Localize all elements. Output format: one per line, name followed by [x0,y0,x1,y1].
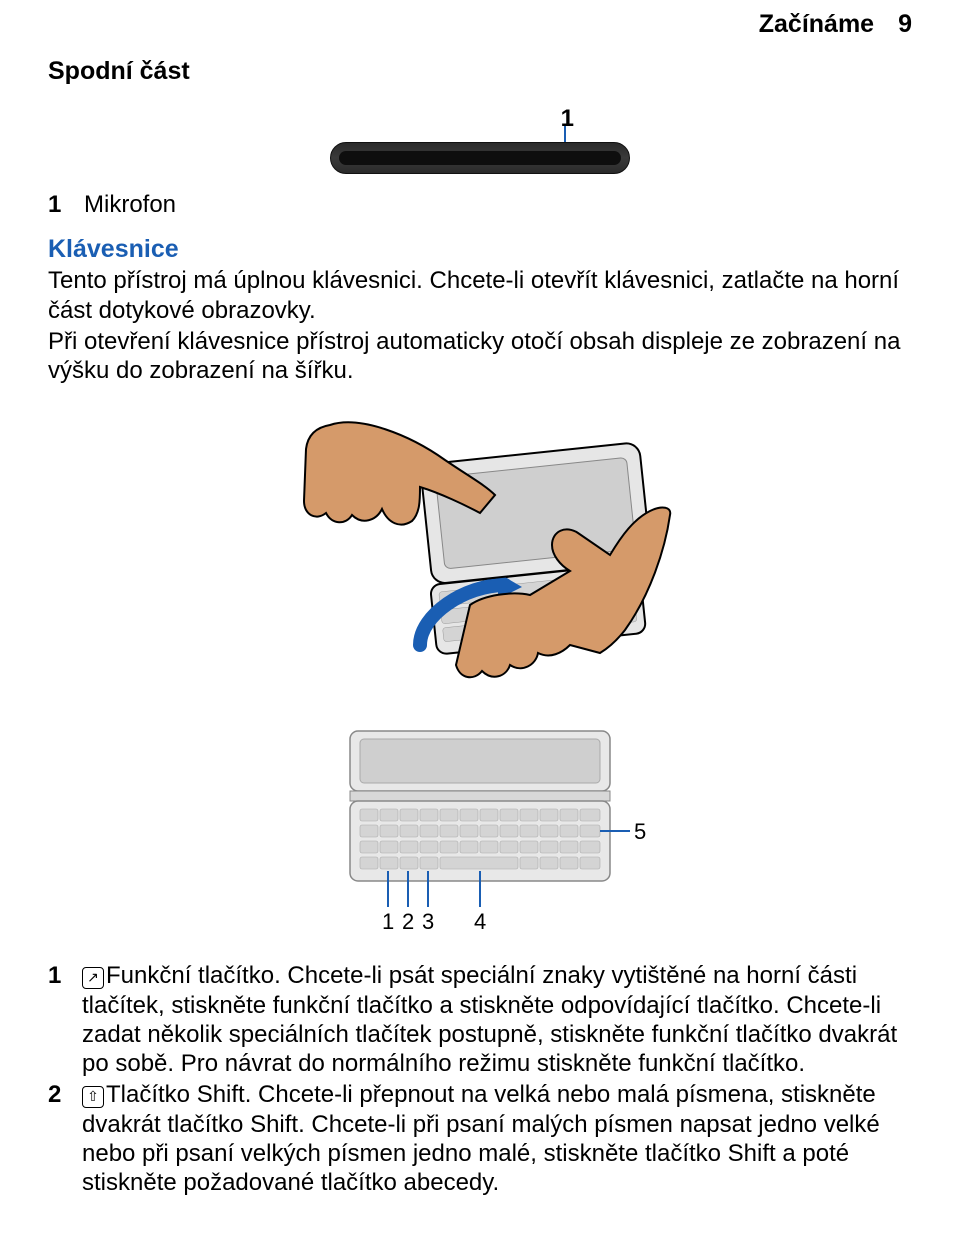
list-item-2-num: 2 [48,1080,68,1197]
bottom-device-figure: 1 [48,104,912,176]
legend-1-text: Mikrofon [84,190,176,219]
legend-1: 1 Mikrofon [48,190,912,219]
keyboard-section-title: Klávesnice [48,235,912,264]
kb-label-4: 4 [474,909,486,934]
section-title: Spodní část [48,57,912,86]
page-number: 9 [898,10,912,39]
hands-svg [270,395,690,715]
callout-1-label: 1 [561,104,574,133]
list-item-1-content: ↗Funkční tlačítko. Chcete-li psát speciá… [82,961,912,1078]
page-root: Začínáme 9 Spodní část 1 1 Mikrofon Kláv… [0,0,960,1219]
list-item-1: 1 ↗Funkční tlačítko. Chcete-li psát spec… [48,961,912,1078]
key-legend-list: 1 ↗Funkční tlačítko. Chcete-li psát spec… [48,961,912,1197]
chapter-title: Začínáme [759,10,874,39]
keyboard-callout-figure: 5 1 2 3 4 [48,721,912,951]
kb-label-5: 5 [634,819,646,844]
list-item-2-content: ⇧Tlačítko Shift. Chcete-li přepnout na v… [82,1080,912,1197]
kb-label-1: 1 [382,909,394,934]
keyboard-callout-svg: 5 1 2 3 4 [290,721,670,951]
bottom-device-figure-inner: 1 [330,104,630,176]
list-item-2-text: Tlačítko Shift. Chcete-li přepnout na ve… [82,1081,880,1196]
bottom-device-illustration [330,142,630,174]
keyboard-p1: Tento přístroj má úplnou klávesnici. Chc… [48,266,912,325]
hands-figure [48,395,912,715]
list-item-1-text: Funkční tlačítko. Chcete-li psát speciál… [82,962,897,1077]
keyboard-p2: Při otevření klávesnice přístroj automat… [48,327,912,386]
list-item-2: 2 ⇧Tlačítko Shift. Chcete-li přepnout na… [48,1080,912,1197]
legend-1-num: 1 [48,190,68,219]
kb-label-3: 3 [422,909,434,934]
list-item-1-num: 1 [48,961,68,1078]
shift-key-icon: ⇧ [82,1086,104,1108]
fn-key-icon: ↗ [82,967,104,989]
kb-label-2: 2 [402,909,414,934]
page-header: Začínáme 9 [48,10,912,39]
